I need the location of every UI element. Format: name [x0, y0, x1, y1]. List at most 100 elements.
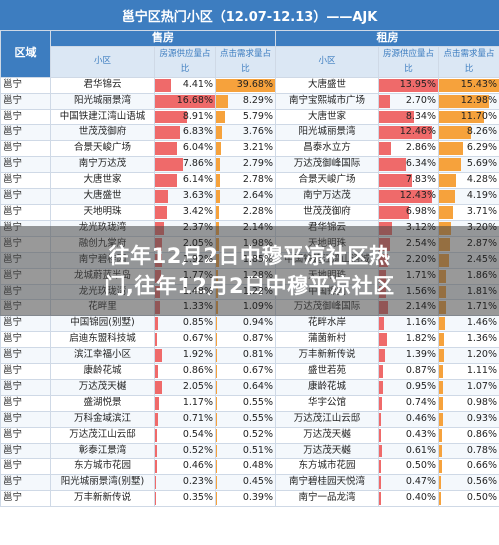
rent-supply-cell: 6.98%	[378, 203, 439, 221]
share-value: 0.86%	[466, 428, 497, 440]
share-value: 11.70%	[460, 110, 497, 122]
share-bar	[155, 428, 157, 442]
rent-community-cell: 大唐世家	[275, 108, 379, 126]
sale-community-cell: 合景天峻广场	[50, 140, 155, 158]
sale-community-cell: 启迪东盟科技城	[50, 331, 155, 349]
sale-supply-cell: 16.68%	[154, 92, 216, 110]
rent-community-cell: 昌泰水立方	[275, 140, 379, 158]
district-cell: 邕宁	[0, 347, 51, 365]
share-bar	[155, 492, 157, 506]
table-row: 邕宁 滨江幸福小区 1.92% 0.81% 万丰新新传说 1.39% 1.20%	[0, 347, 499, 365]
share-bar	[379, 444, 382, 458]
share-bar	[439, 205, 454, 219]
header-rent-demand: 点击需求量占比	[438, 45, 499, 78]
share-value: 0.64%	[242, 380, 273, 392]
share-value: 2.28%	[242, 205, 273, 217]
share-value: 1.56%	[405, 285, 436, 297]
sale-demand-cell: 0.45%	[215, 474, 276, 492]
share-value: 8.91%	[182, 110, 213, 122]
share-bar	[216, 158, 221, 172]
sale-community-cell: 万达茂江山云邸	[50, 426, 155, 444]
rent-supply-cell: 8.34%	[378, 108, 439, 126]
share-value: 2.20%	[405, 253, 436, 265]
rent-demand-cell: 1.11%	[438, 363, 499, 380]
rent-community-cell: 南宁碧桂园天悦湾	[275, 474, 379, 492]
sale-demand-cell: 5.79%	[215, 108, 276, 126]
sale-demand-cell: 3.21%	[215, 140, 276, 158]
rent-demand-cell: 1.36%	[438, 331, 499, 349]
district-cell: 邕宁	[0, 363, 51, 380]
sale-supply-cell: 0.85%	[154, 315, 216, 333]
rent-community-cell: 万丰新新传说	[275, 347, 379, 365]
sale-supply-cell: 1.92%	[154, 347, 216, 365]
share-value: 0.81%	[242, 349, 273, 361]
rent-community-cell: 合景天峻广场	[275, 172, 379, 190]
sale-community-cell: 东方城市花园	[50, 458, 155, 476]
share-value: 1.98%	[242, 237, 273, 249]
rent-demand-cell: 15.43%	[438, 76, 499, 94]
rent-community-cell: 南宁一品龙湾	[275, 490, 379, 508]
share-value: 6.98%	[405, 205, 436, 217]
sale-supply-cell: 0.54%	[154, 426, 216, 444]
share-value: 0.46%	[182, 460, 213, 472]
share-bar	[216, 349, 218, 363]
table-row: 邕宁 阳光城丽景湾 16.68% 8.29% 南宁宝熙城市广场 2.70% 12.98%	[0, 92, 499, 110]
sale-demand-cell: 0.39%	[215, 490, 276, 508]
share-value: 12.43%	[399, 190, 436, 202]
share-bar	[439, 174, 456, 188]
rent-demand-cell: 0.86%	[438, 426, 499, 444]
sale-demand-cell: 8.29%	[215, 92, 276, 110]
share-bar	[155, 396, 160, 410]
rent-community-cell: 花畔水岸	[275, 315, 379, 333]
rent-demand-cell: 11.70%	[438, 108, 499, 126]
table-row: 邕宁 万丰新新传说 0.35% 0.39% 南宁一品龙湾 0.40% 0.50%	[0, 490, 499, 508]
share-bar	[216, 333, 218, 347]
share-bar	[155, 190, 169, 203]
table-row: 邕宁 万达茂江山云邸 0.54% 0.52% 万达茂天樾 0.43% 0.86%	[0, 426, 499, 444]
sale-demand-cell: 0.51%	[215, 442, 276, 460]
share-bar	[216, 110, 225, 124]
share-bar	[216, 174, 221, 188]
share-value: 0.35%	[182, 492, 213, 504]
rent-community-cell: 南宁万达茂	[275, 188, 379, 205]
share-bar	[439, 444, 443, 458]
sale-demand-cell: 2.64%	[215, 188, 276, 205]
sale-demand-cell: 0.55%	[215, 394, 276, 412]
rent-supply-cell: 2.86%	[378, 140, 439, 158]
share-value: 1.86%	[466, 269, 497, 281]
district-cell: 邕宁	[0, 140, 51, 158]
table-row: 邕宁 大唐盛世 3.63% 2.64% 南宁万达茂 12.43% 4.19%	[0, 188, 499, 205]
share-value: 0.48%	[242, 460, 273, 472]
sale-demand-cell: 2.28%	[215, 203, 276, 221]
rent-supply-cell: 13.95%	[378, 76, 439, 94]
share-value: 2.64%	[242, 190, 273, 202]
share-value: 3.21%	[242, 142, 273, 154]
district-cell: 邕宁	[0, 378, 51, 396]
share-bar	[379, 190, 432, 203]
share-value: 8.26%	[466, 126, 497, 138]
rent-community-cell: 华宇公馆	[275, 394, 379, 412]
table-row: 邕宁 万达茂天樾 2.05% 0.64% 康龄花城 0.95% 1.07%	[0, 378, 499, 396]
rent-supply-cell: 7.83%	[378, 172, 439, 190]
share-value: 4.19%	[466, 190, 497, 202]
share-bar	[155, 380, 163, 394]
share-bar	[155, 444, 157, 458]
table-row: 邕宁 世茂茂御府 6.83% 3.76% 阳光城丽景湾 12.46% 8.26%	[0, 124, 499, 142]
rent-supply-cell: 1.82%	[378, 331, 439, 349]
share-value: 16.68%	[176, 94, 213, 106]
sale-community-cell: 中国锦园(别墅)	[50, 315, 155, 333]
district-cell: 邕宁	[0, 124, 51, 142]
share-bar	[216, 428, 217, 442]
share-value: 0.74%	[405, 396, 436, 408]
share-value: 1.20%	[466, 349, 497, 361]
share-value: 0.66%	[466, 460, 497, 472]
rent-supply-cell: 0.47%	[378, 474, 439, 492]
share-value: 8.29%	[242, 94, 273, 106]
rent-community-cell: 南宁宝熙城市广场	[275, 92, 379, 110]
share-bar	[379, 396, 383, 410]
share-value: 0.23%	[182, 476, 213, 488]
share-value: 2.79%	[242, 158, 273, 170]
sale-community-cell: 大唐盛世	[50, 188, 155, 205]
district-cell: 邕宁	[0, 315, 51, 333]
